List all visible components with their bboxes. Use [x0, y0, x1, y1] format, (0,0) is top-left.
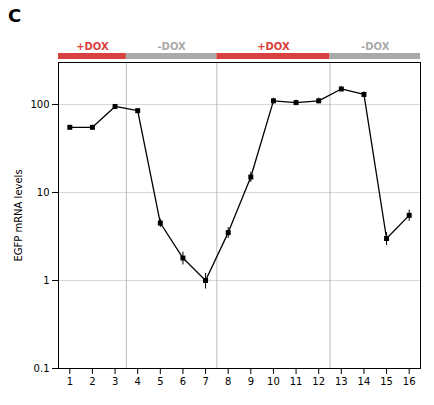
svg-text:6: 6	[180, 376, 186, 387]
svg-text:16: 16	[403, 376, 416, 387]
svg-text:3: 3	[112, 376, 118, 387]
svg-text:0.1: 0.1	[34, 363, 50, 374]
svg-text:1: 1	[67, 376, 73, 387]
svg-text:-DOX: -DOX	[361, 41, 390, 52]
svg-text:8: 8	[225, 376, 231, 387]
svg-text:15: 15	[380, 376, 393, 387]
svg-text:-DOX: -DOX	[157, 41, 186, 52]
svg-text:+DOX: +DOX	[257, 41, 290, 52]
svg-text:7: 7	[202, 376, 208, 387]
svg-text:9: 9	[248, 376, 254, 387]
svg-text:+DOX: +DOX	[76, 41, 109, 52]
svg-text:14: 14	[358, 376, 371, 387]
svg-text:100: 100	[30, 99, 49, 110]
svg-text:4: 4	[135, 376, 141, 387]
html-text:C: C	[8, 5, 22, 26]
svg-text:5: 5	[157, 376, 163, 387]
svg-text:1: 1	[43, 275, 49, 286]
svg-text:10: 10	[267, 376, 280, 387]
svg-text:2: 2	[89, 376, 95, 387]
svg-text:12: 12	[312, 376, 325, 387]
svg-text:11: 11	[290, 376, 303, 387]
svg-text:10: 10	[37, 187, 50, 198]
svg-text:EGFP mRNA levels: EGFP mRNA levels	[13, 169, 24, 261]
svg-text:13: 13	[335, 376, 348, 387]
